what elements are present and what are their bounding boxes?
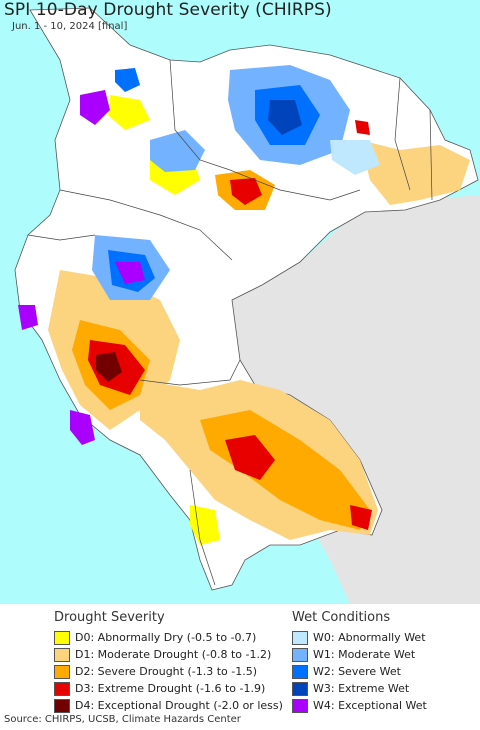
legend-item-d1: D1: Moderate Drought (-0.8 to -1.2) <box>54 646 283 663</box>
drought-map-svg <box>0 0 480 604</box>
legend-wet-heading: Wet Conditions <box>292 610 391 625</box>
border-line-1 <box>59 189 233 261</box>
map-title: SPI 10-Day Drought Severity (CHIRPS) <box>4 0 332 20</box>
w3-region-venezuela <box>268 100 302 135</box>
border-line-5 <box>27 234 96 241</box>
swatch-w1 <box>292 647 308 662</box>
d0-region-2 <box>108 95 150 130</box>
map: SPI 10-Day Drought Severity (CHIRPS) Jun… <box>0 0 480 604</box>
legend-wet: Wet Conditions W0: Abnormally Wet W1: Mo… <box>292 610 427 714</box>
w4-region-peru-coast <box>70 410 95 445</box>
legend: Drought Severity D0: Abnormally Dry (-0.… <box>0 604 480 714</box>
legend-item-w3: W3: Extreme Wet <box>292 680 427 697</box>
swatch-d0 <box>54 630 70 645</box>
border-line-7 <box>429 109 433 201</box>
legend-item-d3: D3: Extreme Drought (-1.6 to -1.9) <box>54 680 283 697</box>
legend-label-d3: D3: Extreme Drought (-1.6 to -1.9) <box>75 682 266 695</box>
legend-label-w4: W4: Exceptional Wet <box>313 699 427 712</box>
legend-label-w2: W2: Severe Wet <box>313 665 401 678</box>
legend-label-w0: W0: Abnormally Wet <box>313 631 426 644</box>
legend-item-d2: D2: Severe Drought (-1.3 to -1.5) <box>54 663 283 680</box>
swatch-w4 <box>292 698 308 713</box>
d3-region-north <box>355 120 370 135</box>
w4-region-colombia <box>80 90 110 125</box>
swatch-w2 <box>292 664 308 679</box>
w4-region-ecuador-coast <box>18 305 38 330</box>
swatch-w0 <box>292 630 308 645</box>
legend-item-d0: D0: Abnormally Dry (-0.5 to -0.7) <box>54 629 283 646</box>
source-footer: Source: CHIRPS, UCSB, Climate Hazards Ce… <box>4 714 241 725</box>
outside-region <box>232 195 480 604</box>
legend-drought: Drought Severity D0: Abnormally Dry (-0.… <box>54 610 283 714</box>
d1-region-guianas <box>360 140 470 205</box>
swatch-d2 <box>54 664 70 679</box>
legend-label-d0: D0: Abnormally Dry (-0.5 to -0.7) <box>75 631 257 644</box>
w0-region-guyana <box>330 140 380 175</box>
legend-label-d2: D2: Severe Drought (-1.3 to -1.5) <box>75 665 258 678</box>
legend-item-d4: D4: Exceptional Drought (-2.0 or less) <box>54 697 283 714</box>
swatch-d1 <box>54 647 70 662</box>
swatch-d3 <box>54 681 70 696</box>
border-line-2 <box>169 59 361 201</box>
legend-label-w3: W3: Extreme Wet <box>313 682 410 695</box>
legend-item-w2: W2: Severe Wet <box>292 663 427 680</box>
swatch-d4 <box>54 698 70 713</box>
legend-drought-heading: Drought Severity <box>54 610 165 625</box>
d3-region-venezuela <box>230 178 262 205</box>
legend-item-w1: W1: Moderate Wet <box>292 646 427 663</box>
border-line-3 <box>139 359 241 386</box>
w4-region-ecuador <box>115 262 145 284</box>
map-subtitle: Jun. 1 - 10, 2024 [final] <box>12 21 128 32</box>
w1-region-colombia <box>150 130 205 172</box>
w2-region-colombia-north <box>115 68 140 92</box>
border-line-4 <box>189 469 216 586</box>
d0-region-3 <box>190 505 220 545</box>
d3-region-east <box>350 505 372 530</box>
legend-label-d1: D1: Moderate Drought (-0.8 to -1.2) <box>75 648 272 661</box>
legend-item-w0: W0: Abnormally Wet <box>292 629 427 646</box>
legend-item-w4: W4: Exceptional Wet <box>292 697 427 714</box>
legend-label-d4: D4: Exceptional Drought (-2.0 or less) <box>75 699 283 712</box>
swatch-w3 <box>292 681 308 696</box>
d3-region-bolivia <box>225 435 275 480</box>
border-line-6 <box>394 77 411 191</box>
legend-label-w1: W1: Moderate Wet <box>313 648 416 661</box>
d4-region-peru <box>96 352 122 382</box>
